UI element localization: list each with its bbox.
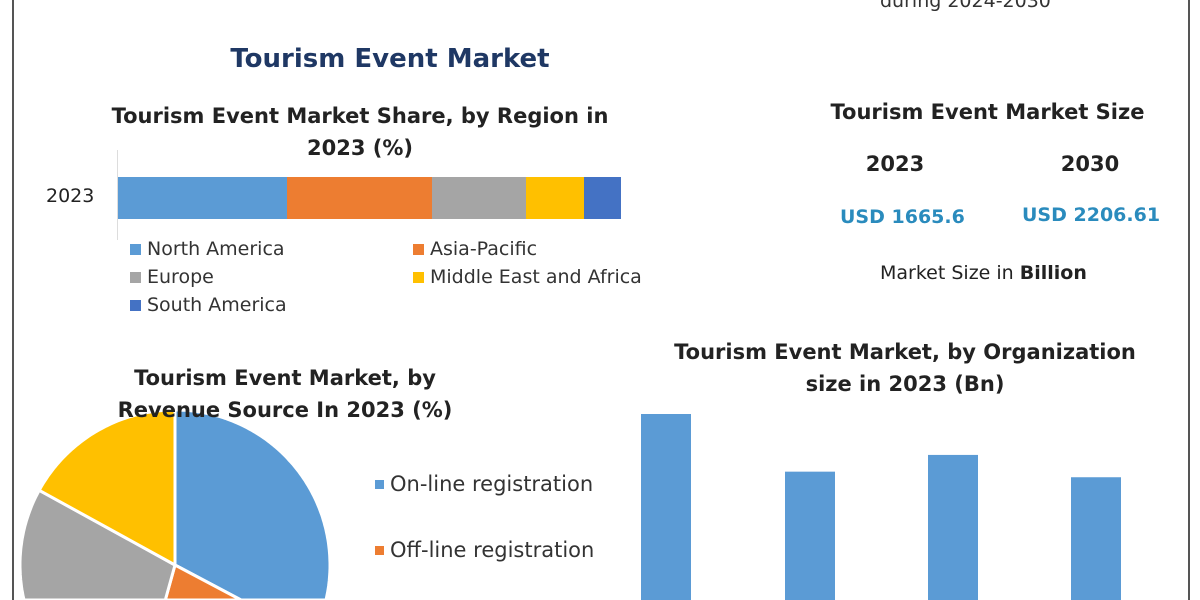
unit-prefix: Market Size in [880, 262, 1020, 284]
org-bar-3 [928, 454, 978, 600]
bar-segment-asia-pacific [287, 177, 432, 219]
subtitle-fragment: during 2024-2030 [880, 0, 1051, 12]
org-bar-4 [1071, 477, 1121, 600]
pie-legend-item: Off-line registration [375, 538, 594, 562]
legend-label: Off-line registration [390, 538, 595, 562]
unit-bold: Billion [1019, 262, 1087, 284]
year-2023: 2023 [865, 152, 925, 176]
region-legend: North America Asia-Pacific Europe Middle Ea… [130, 238, 690, 316]
legend-swatch [130, 299, 141, 311]
pie-slice-3 [18, 488, 177, 600]
legend-item: Europe [130, 266, 413, 288]
year-2030: 2030 [1060, 152, 1120, 176]
pie-slice-2 [163, 562, 242, 600]
left-border [12, 0, 14, 600]
legend-label: Europe [147, 266, 214, 288]
bar-segment-north-america [118, 177, 287, 219]
legend-label: North America [147, 238, 285, 260]
org-bar-2 [785, 471, 835, 600]
pie-legend: On-line registration Off-line registratio… [375, 472, 594, 562]
legend-item: South America [130, 294, 413, 316]
legend-swatch [375, 545, 384, 555]
legend-label: Asia-Pacific [430, 238, 538, 260]
legend-item: North America [130, 238, 413, 260]
org-bar-1 [641, 414, 691, 600]
legend-item: Asia-Pacific [413, 238, 693, 260]
pie-chart-title: Tourism Event Market, by Revenue Source … [117, 366, 453, 422]
region-category-label: 2023 [46, 185, 95, 207]
legend-label: On-line registration [390, 472, 594, 496]
legend-swatch [130, 271, 141, 283]
page-title: Tourism Event Market [230, 44, 550, 74]
market-size-title: Tourism Event Market Size [830, 100, 1145, 124]
bar-segment-south-america [583, 177, 621, 219]
legend-swatch [375, 479, 384, 489]
bar-segment-middle-east-and-africa [525, 177, 584, 219]
legend-swatch [413, 243, 424, 255]
market-size-unit: Market Size in Billion [880, 262, 1087, 284]
region-chart-title: Tourism Event Market Share, by Region in… [111, 104, 609, 160]
region-stacked-bar [118, 177, 621, 219]
legend-swatch [130, 243, 141, 255]
legend-item: Middle East and Africa [413, 266, 693, 288]
org-chart-title: Tourism Event Market, by Organization si… [674, 340, 1136, 396]
right-border [1188, 0, 1190, 600]
region-axis-line [117, 150, 118, 240]
revenue-pie [18, 408, 332, 600]
pie-slice-4 [37, 408, 177, 568]
legend-label: Middle East and Africa [430, 266, 642, 288]
value-2023: USD 1665.6 [840, 206, 965, 228]
bar-segment-europe [431, 177, 526, 219]
pie-slice-1 [173, 408, 332, 600]
legend-swatch [413, 271, 424, 283]
legend-label: South America [147, 294, 287, 316]
pie-legend-item: On-line registration [375, 472, 594, 496]
org-bar-chart [641, 414, 1121, 600]
value-2030: USD 2206.61 [1022, 204, 1161, 226]
